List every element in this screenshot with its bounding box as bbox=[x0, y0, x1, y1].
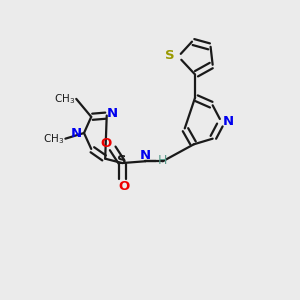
Text: O: O bbox=[100, 137, 112, 150]
Text: N: N bbox=[71, 127, 82, 140]
Text: O: O bbox=[119, 180, 130, 193]
Text: CH$_3$: CH$_3$ bbox=[54, 92, 75, 106]
Text: N: N bbox=[223, 116, 234, 128]
Text: S: S bbox=[165, 49, 175, 62]
Text: S: S bbox=[117, 154, 127, 167]
Text: H: H bbox=[157, 154, 167, 167]
Text: N: N bbox=[107, 107, 118, 120]
Text: CH$_3$: CH$_3$ bbox=[43, 132, 64, 145]
Text: N: N bbox=[140, 149, 151, 162]
